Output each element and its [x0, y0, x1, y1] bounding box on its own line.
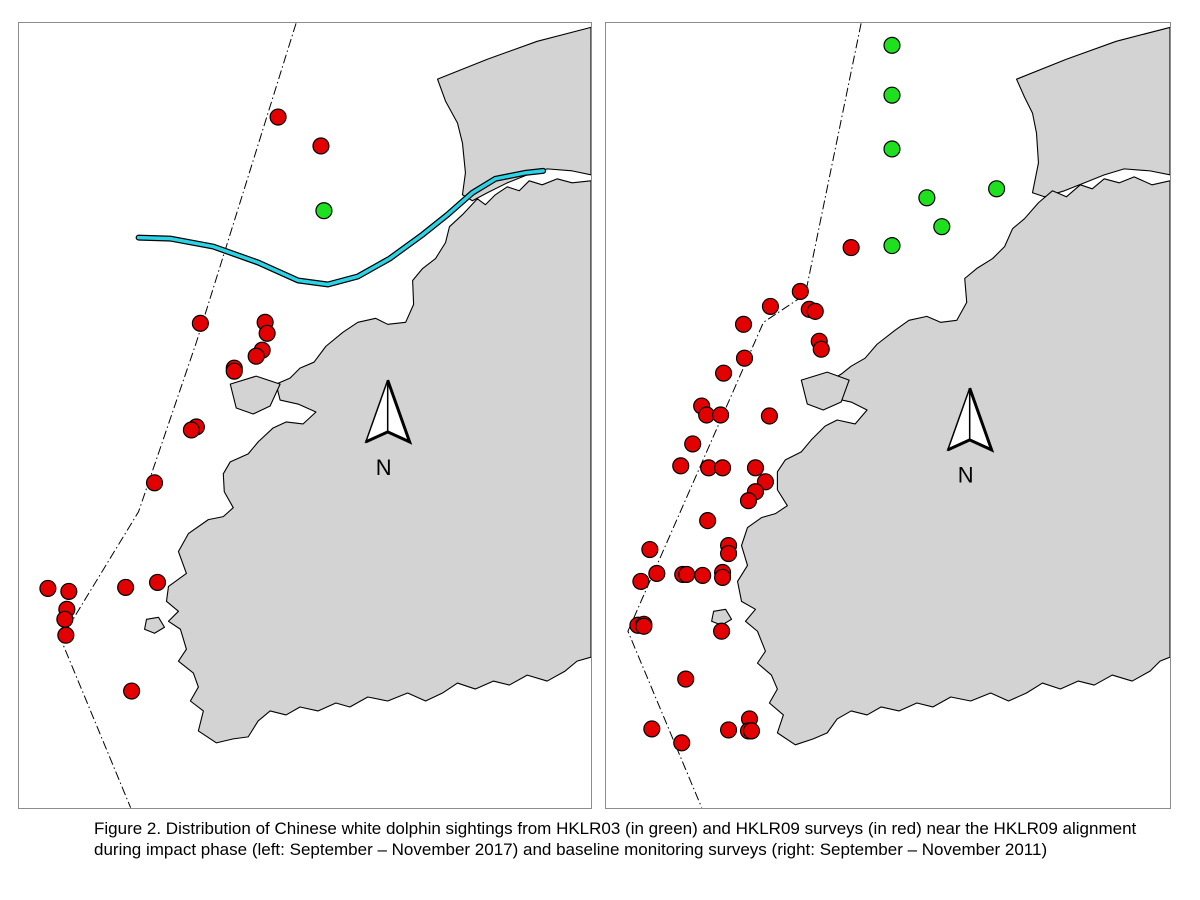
- sighting-marker-hklr09: [312, 137, 330, 155]
- sighting-marker-hklr03: [918, 189, 936, 207]
- north-label: N: [376, 455, 392, 480]
- north-label: N: [958, 463, 974, 488]
- sighting-marker-hklr09: [39, 579, 57, 597]
- land-main-island: [736, 176, 1170, 746]
- figure-caption: Figure 2. Distribution of Chinese white …: [94, 819, 1137, 859]
- sighting-marker-hklr09: [269, 108, 287, 126]
- sighting-marker-hklr09: [123, 682, 141, 700]
- hklr09-alignment-fill: [136, 169, 545, 287]
- map-canvas-baseline: N: [627, 23, 1170, 808]
- sighting-marker-hklr09: [742, 722, 761, 740]
- sighting-marker-hklr03: [883, 36, 901, 54]
- sighting-marker-hklr09: [635, 617, 653, 635]
- sighting-marker-hklr09: [806, 302, 824, 320]
- sighting-marker-hklr09: [684, 435, 702, 453]
- sighting-marker-hklr09: [641, 540, 659, 559]
- sighting-marker-hklr09: [145, 474, 164, 492]
- map-panel-impact[interactable]: N: [18, 22, 592, 809]
- sighting-marker-hklr09: [673, 734, 691, 752]
- sighting-marker-hklr09: [148, 573, 167, 591]
- land-north: [1015, 26, 1170, 198]
- sighting-marker-hklr09: [225, 362, 243, 380]
- sighting-marker-hklr09: [694, 566, 712, 585]
- sighting-marker-hklr09: [648, 564, 666, 583]
- land-islet-west: [229, 375, 281, 415]
- sighting-marker-hklr09: [247, 347, 265, 365]
- land-north: [436, 26, 591, 202]
- sighting-marker-hklr09: [258, 324, 276, 342]
- sighting-marker-hklr09: [60, 582, 78, 600]
- north-arrow-icon: [364, 379, 413, 445]
- sighting-marker-hklr09: [791, 282, 809, 301]
- sightings-layer-baseline: [629, 36, 1006, 752]
- sighting-marker-hklr03: [315, 202, 333, 220]
- sighting-marker-hklr09: [699, 512, 717, 530]
- sighting-marker-hklr09: [182, 421, 200, 439]
- sighting-marker-hklr09: [632, 572, 650, 590]
- sighting-marker-hklr03: [988, 180, 1006, 198]
- land-main-island: [165, 178, 591, 744]
- survey-line-hklr09: [627, 23, 862, 808]
- sighting-marker-hklr09: [739, 492, 758, 510]
- sighting-marker-hklr09: [677, 670, 695, 688]
- sighting-marker-hklr09: [714, 459, 732, 477]
- sighting-marker-hklr09: [715, 364, 733, 382]
- sighting-marker-hklr09: [713, 622, 731, 640]
- sighting-marker-hklr09: [714, 568, 732, 586]
- land-islet-small: [144, 616, 166, 634]
- land-islet-west: [800, 371, 850, 411]
- sightings-layer-impact: [39, 108, 333, 700]
- sighting-marker-hklr03: [883, 237, 901, 255]
- sighting-marker-hklr09: [678, 565, 696, 584]
- sighting-marker-hklr09: [760, 407, 778, 425]
- sighting-marker-hklr03: [933, 218, 951, 236]
- map-panel-baseline[interactable]: N: [605, 22, 1171, 809]
- sighting-marker-hklr09: [672, 457, 690, 475]
- survey-line-hklr09: [60, 23, 297, 808]
- sighting-marker-hklr09: [719, 544, 738, 563]
- sighting-marker-hklr03: [883, 140, 901, 158]
- sighting-marker-hklr09: [761, 297, 779, 315]
- north-arrow-icon: [946, 387, 995, 453]
- sighting-marker-hklr09: [643, 720, 661, 738]
- sighting-marker-hklr09: [56, 610, 74, 628]
- map-canvas-impact: N: [39, 23, 591, 808]
- sighting-marker-hklr09: [712, 406, 730, 424]
- sighting-marker-hklr09: [735, 349, 754, 367]
- sighting-marker-hklr09: [812, 340, 830, 358]
- sighting-marker-hklr09: [719, 721, 738, 739]
- sighting-marker-hklr09: [191, 314, 209, 332]
- sighting-marker-hklr09: [734, 315, 753, 333]
- sighting-marker-hklr09: [117, 578, 135, 596]
- land-islet-small: [711, 608, 733, 626]
- sighting-marker-hklr09: [842, 239, 860, 257]
- sighting-marker-hklr09: [746, 459, 765, 477]
- sighting-marker-hklr09: [57, 626, 75, 644]
- sighting-marker-hklr03: [883, 86, 901, 104]
